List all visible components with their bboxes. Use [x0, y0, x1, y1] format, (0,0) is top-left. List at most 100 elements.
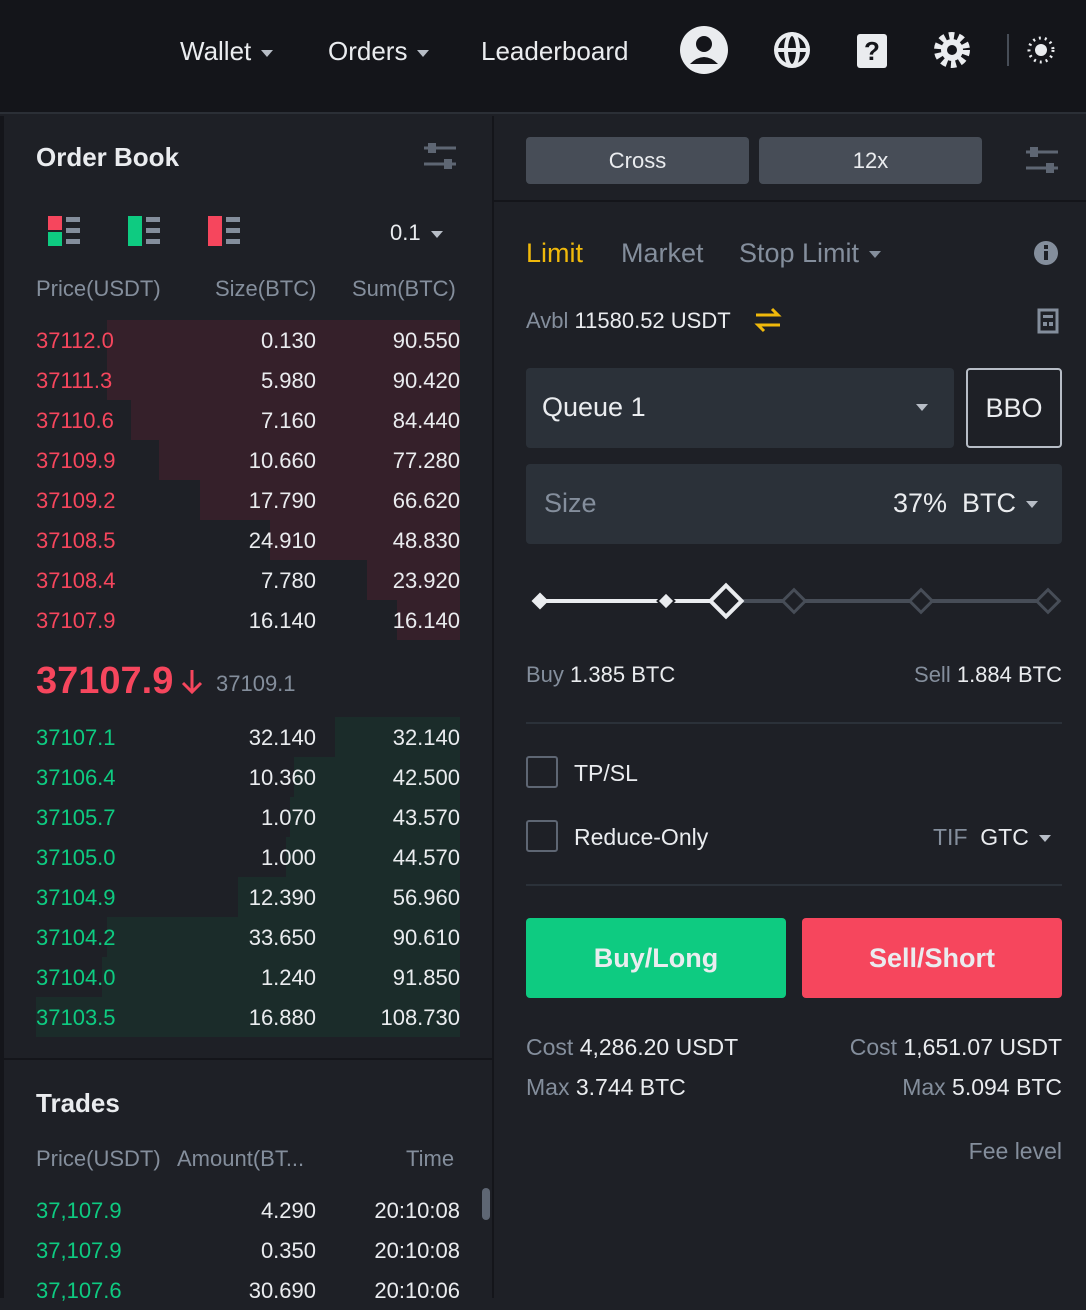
cost-value: 4,286.20 USDT — [579, 1034, 739, 1060]
tab-limit[interactable]: Limit — [526, 238, 584, 268]
sum: 42.500 — [392, 765, 460, 790]
sum: 90.610 — [392, 925, 460, 950]
size: 17.790 — [248, 488, 316, 513]
book-row[interactable]: 37110.6 7.160 84.440 — [36, 400, 460, 440]
sum: 56.960 — [392, 885, 460, 910]
col-header: Price(USDT) — [36, 1146, 161, 1171]
depth-bar — [158, 440, 460, 480]
book-row[interactable]: 37106.4 10.360 42.500 — [36, 757, 460, 797]
sell-short-button[interactable]: Sell/Short — [802, 918, 1062, 998]
slider-knob[interactable] — [707, 582, 745, 620]
price: 37,107.9 — [36, 1198, 122, 1223]
book-row[interactable]: 37112.0 0.130 90.550 — [36, 320, 460, 360]
theme-icon[interactable] — [1027, 36, 1055, 64]
sum: 48.830 — [392, 528, 460, 553]
book-row[interactable]: 37103.5 16.880 108.730 — [36, 997, 460, 1037]
book-row[interactable]: 37107.1 32.140 32.140 — [36, 717, 460, 757]
amount: 4.290 — [260, 1198, 316, 1223]
avbl-label: Avbl — [526, 308, 569, 333]
book-row[interactable]: 37104.0 1.240 91.850 — [36, 957, 460, 997]
book-row[interactable]: 37109.9 10.660 77.280 — [36, 440, 460, 480]
price: 37104.0 — [36, 965, 116, 990]
size: 5.980 — [260, 368, 316, 393]
book-row[interactable]: 37108.5 24.910 48.830 — [36, 520, 460, 560]
size: 10.360 — [248, 765, 316, 790]
col-header: Size(BTC) — [215, 276, 317, 301]
precision-value: 0.1 — [390, 220, 421, 245]
calculator-icon[interactable] — [1037, 308, 1059, 334]
size: 16.880 — [248, 1005, 316, 1030]
price: 37109.2 — [36, 488, 116, 513]
sum: 108.730 — [380, 1005, 460, 1030]
sum: 84.440 — [392, 408, 460, 433]
info-icon[interactable] — [1033, 240, 1059, 266]
depth-bar — [290, 797, 460, 837]
book-row[interactable]: 37104.9 12.390 56.960 — [36, 877, 460, 917]
bbo-button[interactable]: BBO — [966, 368, 1062, 448]
price: 37105.0 — [36, 845, 116, 870]
book-row[interactable]: 37108.4 7.780 23.920 — [36, 560, 460, 600]
book-row[interactable]: 37111.3 5.980 90.420 — [36, 360, 460, 400]
form-settings[interactable] — [1026, 144, 1058, 176]
tif-select[interactable]: TIF GTC — [933, 824, 1051, 851]
transfer-icon[interactable] — [754, 306, 782, 334]
depth-bar — [107, 360, 460, 400]
order-book-settings[interactable] — [424, 140, 456, 172]
size-unit[interactable]: BTC — [962, 488, 1038, 519]
size-label: Size — [544, 488, 597, 518]
view-bids[interactable] — [128, 216, 160, 246]
depth-bar — [200, 480, 460, 520]
sum: 43.570 — [392, 805, 460, 830]
help-icon[interactable]: ? — [857, 34, 887, 68]
view-both[interactable] — [48, 216, 80, 246]
nav-wallet[interactable]: Wallet — [180, 36, 274, 67]
tab-label: Stop Limit — [739, 238, 860, 268]
margin-mode-button[interactable]: Cross — [526, 137, 749, 184]
nav-leaderboard[interactable]: Leaderboard — [481, 36, 629, 66]
cost-label: Cost — [849, 1034, 898, 1060]
size-input[interactable]: Size 37% BTC — [526, 464, 1062, 544]
buy-value: 1.385 BTC — [570, 662, 676, 687]
price: 37112.0 — [36, 328, 114, 353]
nav-label: Wallet — [180, 36, 252, 66]
book-view-toggles — [48, 216, 240, 246]
mark-price[interactable]: 37109.1 — [216, 671, 296, 696]
fee-level-link[interactable]: Fee level — [968, 1138, 1062, 1164]
book-row[interactable]: 37105.0 1.000 44.570 — [36, 837, 460, 877]
buy-long-button[interactable]: Buy/Long — [526, 918, 786, 998]
book-row[interactable]: 37107.9 16.140 16.140 — [36, 600, 460, 640]
queue-value: Queue 1 — [542, 392, 646, 422]
depth-bar — [130, 400, 460, 440]
trade-row: 37,107.9 0.350 20:10:08 — [36, 1230, 460, 1270]
scrollbar[interactable] — [482, 1188, 490, 1220]
avbl-value: 11580.52 USDT — [574, 308, 731, 333]
amount: 0.350 — [260, 1238, 316, 1263]
col-header: Amount(BT... — [177, 1146, 305, 1171]
tab-market[interactable]: Market — [621, 238, 704, 268]
size: 10.660 — [248, 448, 316, 473]
price: 37109.9 — [36, 448, 116, 473]
size: 32.140 — [248, 725, 316, 750]
reduce-only-checkbox[interactable] — [526, 820, 558, 852]
language-icon[interactable] — [774, 32, 810, 68]
depth-bar — [106, 320, 460, 360]
book-row[interactable]: 37104.2 33.650 90.610 — [36, 917, 460, 957]
size-slider[interactable] — [526, 580, 1066, 624]
depth-bar — [294, 757, 460, 797]
tab-stop-limit[interactable]: Stop Limit — [739, 238, 882, 269]
depth-bar — [237, 877, 460, 917]
tpsl-checkbox[interactable] — [526, 756, 558, 788]
trade-row: 37,107.6 30.690 20:10:06 — [36, 1270, 460, 1310]
price: 37108.5 — [36, 528, 116, 553]
view-asks[interactable] — [208, 216, 240, 246]
depth-bar — [101, 957, 460, 997]
cost-value: 1,651.07 USDT — [903, 1034, 1062, 1060]
leverage-button[interactable]: 12x — [759, 137, 982, 184]
nav-orders[interactable]: Orders — [328, 36, 430, 67]
queue-select[interactable]: Queue 1 — [526, 368, 954, 448]
order-book-title: Order Book — [36, 142, 180, 172]
book-row[interactable]: 37109.2 17.790 66.620 — [36, 480, 460, 520]
precision-select[interactable]: 0.1 — [390, 220, 443, 246]
settings-icon[interactable] — [934, 32, 970, 68]
book-row[interactable]: 37105.7 1.070 43.570 — [36, 797, 460, 837]
